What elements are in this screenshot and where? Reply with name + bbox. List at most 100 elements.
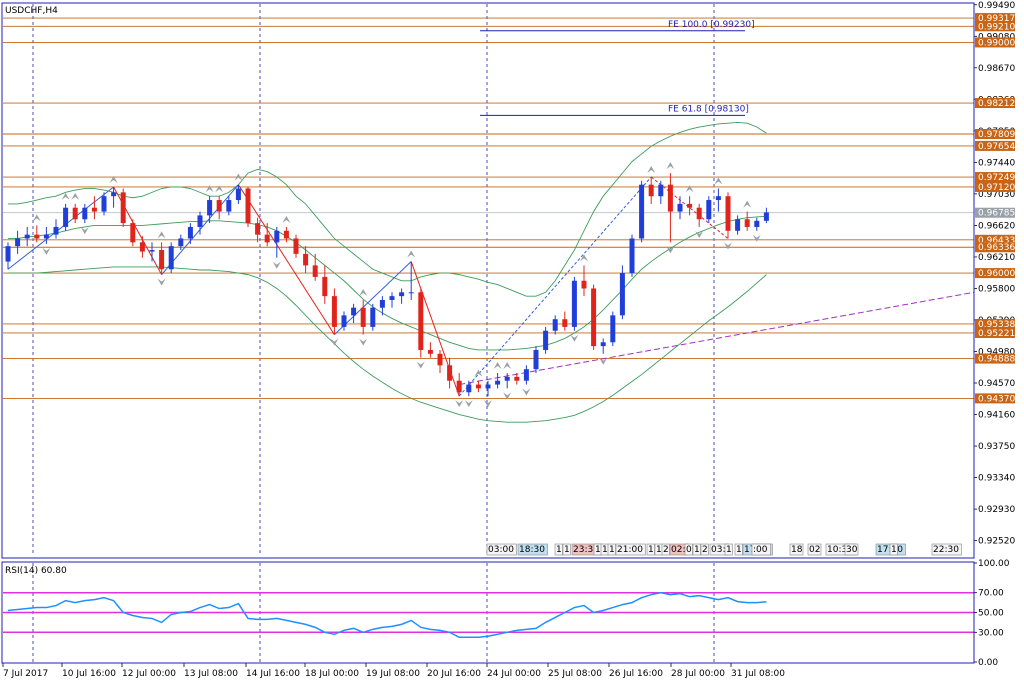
- candle-body: [255, 223, 261, 235]
- time-label-box: [517, 543, 548, 556]
- candle-body: [139, 242, 145, 252]
- candle-body: [437, 353, 443, 366]
- time-label: 18: [791, 545, 803, 555]
- candle-body: [581, 280, 587, 289]
- candle-body: [447, 365, 453, 381]
- time-label: 0: [686, 545, 692, 555]
- candle-body: [562, 319, 568, 327]
- candle-body: [101, 196, 107, 212]
- rsi-title: RSI(14) 60.80: [5, 566, 67, 576]
- level-label: 0.96336: [978, 243, 1015, 253]
- time-label: 1: [726, 545, 732, 555]
- fractal-down-icon: [80, 227, 89, 235]
- x-tick-label: 12 Jul 00:00: [122, 669, 176, 679]
- time-label-box: [734, 543, 743, 556]
- candle-body: [168, 246, 174, 270]
- candle-body: [600, 342, 606, 347]
- candle-body: [72, 207, 78, 220]
- level-label: 0.95221: [978, 329, 1015, 339]
- level-label: 0.95338: [978, 320, 1015, 330]
- time-label: 1: [694, 545, 700, 555]
- time-label-box: [844, 543, 859, 556]
- level-label-box: [975, 181, 1015, 192]
- level-label-box: [975, 268, 1015, 279]
- level-label: 0.96433: [978, 236, 1015, 246]
- candle-body: [43, 234, 49, 239]
- candle-body: [523, 369, 529, 381]
- level-label-box: [975, 242, 1015, 253]
- level-label: 0.97249: [978, 173, 1015, 183]
- x-tick-label: 20 Jul 16:00: [427, 669, 481, 679]
- x-tick-label: 24 Jul 00:00: [487, 669, 541, 679]
- bollinger-lower-band: [8, 266, 767, 423]
- time-label-box: [562, 543, 571, 556]
- rsi-y-tick-label: 70.00: [978, 589, 1004, 599]
- level-label: 0.96000: [978, 269, 1015, 279]
- time-label-box: [789, 543, 804, 556]
- fractal-up-icon: [359, 288, 368, 296]
- candle-body: [226, 200, 232, 212]
- fractal-down-icon: [752, 234, 761, 242]
- rsi-y-tick-label: 0.00: [978, 658, 998, 668]
- candle-body: [754, 220, 760, 227]
- y-tick-label: 0.94570: [978, 379, 1015, 389]
- fractal-down-icon: [42, 247, 51, 255]
- fractal-down-icon: [272, 261, 281, 269]
- time-label: 2: [663, 545, 669, 555]
- fractal-down-icon: [503, 392, 512, 400]
- time-label: 02: [809, 545, 820, 555]
- candle-body: [15, 238, 21, 247]
- time-label-box: [486, 543, 517, 556]
- y-tick-label: 0.92930: [978, 505, 1015, 515]
- candle-body: [159, 250, 165, 270]
- time-label-box: [692, 543, 701, 556]
- y-tick-label: 0.96210: [978, 253, 1015, 263]
- candle-body: [504, 376, 510, 381]
- level-label-box: [975, 140, 1015, 151]
- fractal-down-icon: [666, 246, 675, 254]
- candle-body: [207, 200, 213, 216]
- candle-body: [696, 207, 702, 220]
- candle-body: [331, 296, 337, 327]
- level-label-box: [975, 129, 1015, 140]
- time-label-box: [931, 543, 962, 556]
- fractal-up-icon: [215, 185, 224, 193]
- candle-body: [715, 196, 721, 201]
- candle-body: [351, 307, 357, 316]
- candle-body: [312, 265, 318, 277]
- zigzag-segment: [650, 176, 729, 239]
- candle-body: [533, 349, 539, 370]
- candle-body: [514, 376, 520, 381]
- fractal-down-icon: [157, 278, 166, 286]
- candle-body: [543, 330, 549, 350]
- time-label-box: [724, 543, 733, 556]
- rsi-y-tick-label: 100.00: [978, 559, 1010, 569]
- candle-body: [370, 307, 376, 327]
- zigzag-segment: [7, 186, 114, 270]
- candle-body: [178, 238, 184, 247]
- level-label-box: [975, 37, 1015, 48]
- candle-body: [725, 196, 731, 231]
- fractal-up-icon: [580, 254, 588, 262]
- level-label: 0.98212: [978, 99, 1015, 109]
- zigzag-segment: [237, 184, 335, 335]
- fractal-down-icon: [416, 361, 425, 369]
- time-label: 1: [656, 545, 662, 555]
- candle-body: [34, 234, 40, 239]
- x-tick-label: 14 Jul 16:00: [246, 669, 300, 679]
- y-tick-label: 0.99490: [978, 1, 1015, 11]
- level-label: 0.99210: [978, 22, 1015, 32]
- x-tick-label: 18 Jul 00:00: [305, 669, 359, 679]
- candle-body: [111, 192, 117, 197]
- candle-body: [495, 380, 501, 385]
- time-label-box: [889, 543, 898, 556]
- fractal-down-icon: [724, 242, 732, 250]
- time-label: 1: [602, 545, 608, 555]
- level-label: 0.97809: [978, 130, 1015, 140]
- zigzag-segment: [334, 261, 412, 335]
- x-tick-label: 7 Jul 2017: [3, 669, 48, 679]
- fractal-up-icon: [32, 214, 41, 222]
- time-label: 1: [736, 545, 742, 555]
